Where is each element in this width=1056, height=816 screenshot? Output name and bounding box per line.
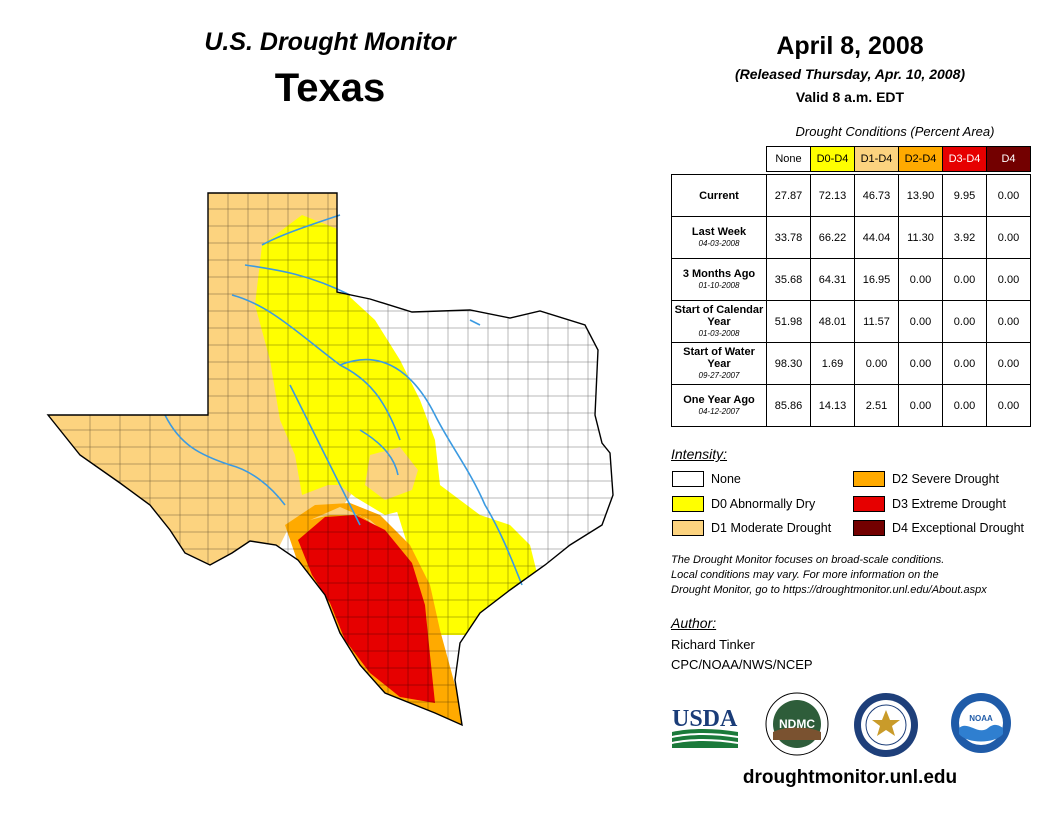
noaa-logo: NOAA xyxy=(951,693,1011,753)
legend-swatch xyxy=(853,520,885,536)
website-url[interactable]: droughtmonitor.unl.edu xyxy=(742,767,958,788)
table-cell: 44.04 xyxy=(854,216,899,259)
table-cell: 51.98 xyxy=(766,300,811,343)
legend-title: Intensity: xyxy=(671,446,728,462)
table-cell: 11.30 xyxy=(898,216,943,259)
column-header: D4 xyxy=(986,146,1031,172)
table-caption: Drought Conditions (Percent Area) xyxy=(795,124,995,139)
legend-swatch xyxy=(672,496,704,512)
legend-item-none: None xyxy=(672,471,741,487)
row-label: Start of Calendar Year 01-03-2008 xyxy=(671,300,767,343)
texas-drought-map xyxy=(47,192,614,726)
legend-swatch xyxy=(672,471,704,487)
table-row: 3 Months Ago 01-10-2008 35.68 64.31 16.95 0.0… xyxy=(671,258,1031,301)
table-cell: 0.00 xyxy=(986,258,1031,301)
author-name: Richard Tinker xyxy=(671,637,755,652)
legend-item-d0: D0 Abnormally Dry xyxy=(672,496,815,512)
svg-text:NOAA: NOAA xyxy=(969,714,993,723)
doc-seal-logo xyxy=(854,693,918,757)
table-cell: 0.00 xyxy=(854,342,899,385)
table-cell: 48.01 xyxy=(810,300,855,343)
table-cell: 46.73 xyxy=(854,174,899,217)
legend-swatch xyxy=(853,471,885,487)
legend-item-d2: D2 Severe Drought xyxy=(853,471,999,487)
table-cell: 11.57 xyxy=(854,300,899,343)
table-cell: 85.86 xyxy=(766,384,811,427)
table-cell: 0.00 xyxy=(942,258,987,301)
row-label: Current xyxy=(671,174,767,217)
table-cell: 66.22 xyxy=(810,216,855,259)
table-cell: 2.51 xyxy=(854,384,899,427)
table-cell: 33.78 xyxy=(766,216,811,259)
table-cell: 64.31 xyxy=(810,258,855,301)
table-row: Last Week 04-03-2008 33.78 66.22 44.04 11.30 3… xyxy=(671,216,1031,259)
row-label: 3 Months Ago 01-10-2008 xyxy=(671,258,767,301)
table-row: Start of Calendar Year 01-03-2008 51.98 48.… xyxy=(671,300,1031,343)
table-cell: 0.00 xyxy=(898,258,943,301)
table-row: Current 27.87 72.13 46.73 13.90 9.95 0.00 xyxy=(671,174,1031,217)
table-cell: 13.90 xyxy=(898,174,943,217)
table-cell: 0.00 xyxy=(942,342,987,385)
ndmc-logo: NDMC xyxy=(765,692,829,756)
valid-time: Valid 8 a.m. EDT xyxy=(795,89,905,105)
map-date: April 8, 2008 xyxy=(776,32,924,60)
table-cell: 72.13 xyxy=(810,174,855,217)
author-title: Author: xyxy=(671,615,717,631)
table-cell: 9.95 xyxy=(942,174,987,217)
author-org: CPC/NOAA/NWS/NCEP xyxy=(671,657,813,672)
program-title: U.S. Drought Monitor xyxy=(204,28,456,56)
table-cell: 14.13 xyxy=(810,384,855,427)
drought-conditions-table: None D0-D4 D1-D4 D2-D4 D3-D4 D4 Current 2… xyxy=(671,146,1031,427)
table-row: Start of Water Year 09-27-2007 98.30 1.69 0.… xyxy=(671,342,1031,385)
table-cell: 0.00 xyxy=(898,342,943,385)
column-header: D2-D4 xyxy=(898,146,943,172)
table-cell: 0.00 xyxy=(986,174,1031,217)
row-label: One Year Ago 04-12-2007 xyxy=(671,384,767,427)
table-cell: 0.00 xyxy=(986,300,1031,343)
row-label: Start of Water Year 09-27-2007 xyxy=(671,342,767,385)
table-cell: 3.92 xyxy=(942,216,987,259)
column-header: None xyxy=(766,146,811,172)
legend-swatch xyxy=(853,496,885,512)
disclaimer-note: The Drought Monitor focuses on broad-sca… xyxy=(671,554,987,596)
svg-text:NDMC: NDMC xyxy=(779,717,815,731)
table-cell: 0.00 xyxy=(986,342,1031,385)
column-header: D1-D4 xyxy=(854,146,899,172)
column-header: D3-D4 xyxy=(942,146,987,172)
table-cell: 1.69 xyxy=(810,342,855,385)
table-cell: 0.00 xyxy=(986,384,1031,427)
table-cell: 0.00 xyxy=(942,300,987,343)
table-cell: 0.00 xyxy=(898,300,943,343)
table-cell: 0.00 xyxy=(942,384,987,427)
state-title: Texas xyxy=(274,66,386,110)
legend-item-d1: D1 Moderate Drought xyxy=(672,520,831,536)
column-header: D0-D4 xyxy=(810,146,855,172)
table-cell: 0.00 xyxy=(986,216,1031,259)
legend-item-d4: D4 Exceptional Drought xyxy=(853,520,1024,536)
table-cell: 98.30 xyxy=(766,342,811,385)
table-cell: 0.00 xyxy=(898,384,943,427)
table-cell: 27.87 xyxy=(766,174,811,217)
legend-item-d3: D3 Extreme Drought xyxy=(853,496,1006,512)
svg-text:USDA: USDA xyxy=(672,706,738,732)
table-row: One Year Ago 04-12-2007 85.86 14.13 2.51 0.00… xyxy=(671,384,1031,427)
legend-swatch xyxy=(672,520,704,536)
table-cell: 16.95 xyxy=(854,258,899,301)
table-cell: 35.68 xyxy=(766,258,811,301)
row-label: Last Week 04-03-2008 xyxy=(671,216,767,259)
usda-logo: USDA xyxy=(672,706,738,748)
release-date: (Released Thursday, Apr. 10, 2008) xyxy=(734,66,966,82)
